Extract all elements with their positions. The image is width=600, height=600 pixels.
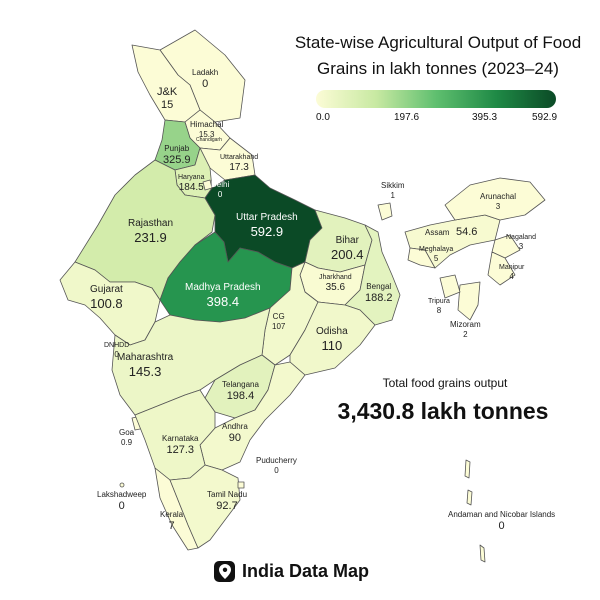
total-value: 3,430.8 lakh tonnes [337, 398, 549, 424]
legend-tick-1: 197.6 [394, 112, 420, 123]
legend-ticks: 0.0 197.6 395.3 592.9 [306, 112, 568, 126]
region-nagaland[interactable] [491, 234, 521, 259]
label-chandigarh: Chandigarh [196, 137, 222, 143]
label-arunachal: Arunachal 3 [480, 192, 517, 211]
region-meghalaya[interactable] [407, 247, 436, 269]
label-bengal: Bengal 188.2 [365, 282, 393, 304]
label-andaman: Andaman and Nicobar Islands 0 [448, 510, 556, 532]
label-maharashtra: Maharashtra 145.3 [117, 352, 174, 379]
label-tripura: Tripura 8 [428, 298, 450, 316]
region-puducherry[interactable] [237, 481, 245, 489]
label-assam-value: 54.6 [456, 226, 478, 238]
label-odisha: Odisha 110 [316, 326, 348, 353]
legend-tick-2: 395.3 [472, 112, 498, 123]
legend-tick-max: 592.9 [532, 112, 558, 123]
region-sikkim[interactable] [377, 202, 393, 221]
title-line-2: Grains in lakh tonnes (2023–24) [317, 59, 559, 78]
region-andaman[interactable] [464, 459, 486, 563]
label-kerala: Kerala 7 [160, 510, 184, 532]
label-bihar: Bihar 200.4 [331, 235, 364, 262]
label-punjab: Punjab 325.9 [163, 144, 191, 166]
label-haryana: Haryana 184.5 [178, 174, 205, 194]
label-uttarakhand: Uttarakhand 17.3 [220, 154, 259, 174]
label-goa: Goa 0.9 [119, 428, 135, 447]
label-puducherry: Puducherry 0 [256, 456, 297, 475]
brand-footer: India Data Map [214, 558, 369, 584]
label-telangana: Telangana 198.4 [222, 380, 259, 402]
label-lakshadweep: Lakshadweep 0 [97, 490, 147, 512]
label-cg: CG 107 [272, 312, 286, 331]
region-mizoram[interactable] [457, 281, 481, 321]
legend-tick-min: 0.0 [316, 112, 330, 123]
label-ladakh: Ladakh 0 [192, 68, 219, 90]
label-tamilnadu: Tamil Nadu 92.7 [207, 490, 248, 512]
region-manipur[interactable] [487, 251, 516, 286]
label-assam: Assam [425, 228, 450, 237]
label-nagaland: Nagaland 3 [506, 234, 536, 252]
label-mizoram: Mizoram 2 [450, 320, 481, 339]
brand-name: India Data Map [242, 560, 370, 581]
label-himachal: Himachal 15.3 [190, 120, 224, 139]
title-line-1: State-wise Agricultural Output of Food [294, 33, 582, 52]
region-lakshadweep[interactable] [119, 482, 125, 488]
label-andhra: Andhra 90 [222, 422, 248, 444]
region-tripura[interactable] [439, 274, 461, 299]
region-uttarakhand[interactable] [199, 137, 256, 181]
region-odisha[interactable] [289, 301, 376, 376]
region-arunachal[interactable] [444, 177, 546, 221]
label-karnataka: Karnataka 127.3 [162, 434, 199, 456]
region-tamilnadu[interactable] [169, 464, 241, 549]
label-jk: J&K 15 [157, 86, 178, 112]
label-sikkim: Sikkim 1 [381, 181, 405, 200]
label-delhi: Delhi 0 [211, 180, 230, 199]
map-pin-icon [214, 560, 235, 582]
label-up: Uttar Pradesh 592.9 [236, 212, 298, 239]
legend-gradient-bar [316, 90, 556, 108]
label-gujarat: Gujarat 100.8 [90, 284, 123, 311]
label-manipur: Manipur 4 [499, 264, 525, 282]
label-dnhdd: DNHDD 0 [104, 342, 130, 360]
label-mp: Madhya Pradesh 398.4 [185, 282, 261, 309]
label-rajasthan: Rajasthan 231.9 [128, 218, 174, 245]
total-label: Total food grains output [382, 376, 508, 390]
label-jharkhand: Jharkhand 35.6 [319, 274, 352, 294]
label-meghalaya: Meghalaya 5 [419, 246, 454, 264]
map-title: State-wise Agricultural Output of Food G… [282, 30, 594, 82]
